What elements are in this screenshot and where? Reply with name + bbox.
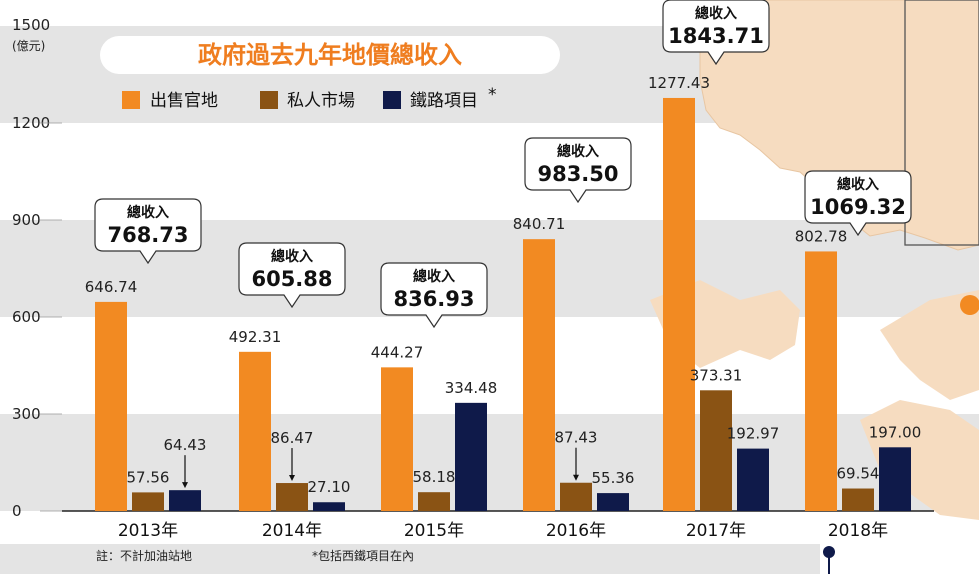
legend-swatch-land-sale [122,91,140,109]
value-label-0-5: 802.78 [795,227,848,245]
bar-2-2 [455,402,487,511]
callout-total-label: 總收入 [695,5,737,22]
value-label-1-2: 58.18 [413,468,456,486]
callout-total-label: 總收入 [837,176,879,193]
bar-2-3 [597,493,629,511]
bar-0-5 [805,251,837,512]
legend-label-land-sale: 出售官地 [150,91,218,111]
category-label: 2015年 [404,521,464,541]
callout-box [524,137,632,204]
y-axis-top-value: 1500 [12,16,50,34]
pointer-arrow [289,475,295,482]
bar-1-3 [560,482,592,511]
y-axis-unit: (億元) [12,39,45,53]
value-label-2-1: 27.10 [308,478,351,496]
bar-1-4 [700,390,732,511]
value-label-1-0: 57.56 [127,468,170,486]
value-labels: 646.74 57.56 64.43 492.31 86.47 27.10 444.27 58… [85,74,922,496]
value-label-0-3: 840.71 [513,215,566,233]
bar-2-1 [313,502,345,511]
bar-0-3 [523,239,555,511]
value-label-1-4: 373.31 [690,366,743,384]
callout-total-label: 總收入 [127,204,169,221]
category-label: 2016年 [546,521,606,541]
value-label-1-1: 86.47 [271,429,314,447]
legend-label-private-market: 私人市場 [287,91,355,111]
legend-swatch-private-market [260,91,278,109]
category-label: 2017年 [686,521,746,541]
bar-2-4 [737,448,769,511]
value-label-0-2: 444.27 [371,343,424,361]
chart-title-box: 政府過去九年地價總收入 [100,36,560,74]
legend-swatch-railway [383,91,401,109]
value-label-2-0: 64.43 [164,436,207,454]
pointer-arrow [182,482,188,489]
legend-label-railway: 鐵路項目 [410,91,478,111]
bar-1-5 [842,488,874,511]
legend: 出售官地 私人市場 鐵路項目 * [122,85,497,111]
callout-total-label: 總收入 [557,143,599,160]
y-axis: 0 300 600 900 1200 [12,114,62,520]
bar-2-0 [169,490,201,511]
value-label-2-2: 334.48 [445,379,498,397]
y-tick-label: 900 [12,211,41,229]
bar-1-0 [132,492,164,511]
callout-box [380,262,488,329]
value-label-0-0: 646.74 [85,278,138,296]
value-label-2-4: 192.97 [727,425,780,443]
y-tick-label: 300 [12,405,41,423]
bar-0-2 [381,367,413,511]
bar-2-5 [879,447,911,511]
callout-total-label: 總收入 [413,268,455,285]
bar-1-1 [276,483,308,511]
callout-total-label: 總收入 [271,248,313,265]
category-label: 2013年 [118,521,178,541]
callout-total-value: 836.93 [393,287,474,311]
callout-total-value: 983.50 [537,162,618,186]
callout-total-value: 1843.71 [668,24,764,48]
callout-box [238,242,346,309]
footer-band [0,544,820,574]
value-label-0-4: 1277.43 [648,74,710,92]
callout-box [94,198,202,265]
bars [95,97,911,512]
chart-title: 政府過去九年地價總收入 [198,41,462,69]
callout-box [804,170,912,237]
callout-box [662,0,770,66]
callout-total-value: 605.88 [251,267,332,291]
category-labels: 2013年 2014年 2015年 2016年 2017年 2018年 [118,521,888,541]
callout-total-value: 768.73 [107,223,188,247]
bar-0-1 [239,351,271,511]
y-tick-label: 1200 [12,114,50,132]
bar-0-0 [95,301,127,511]
pointer-arrow [573,474,579,481]
value-label-0-1: 492.31 [229,328,282,346]
y-tick-label: 0 [12,502,22,520]
callout-total-value: 1069.32 [810,195,906,219]
y-tick-label: 600 [12,308,41,326]
value-label-2-3: 55.36 [592,469,635,487]
footnote-west-rail: *包括西鐵項目在內 [312,548,414,563]
category-label: 2018年 [828,521,888,541]
legend-asterisk: * [488,85,497,105]
value-label-2-5: 197.00 [869,423,922,441]
category-label: 2014年 [262,521,322,541]
value-label-1-5: 69.54 [837,465,880,483]
value-label-1-3: 87.43 [555,429,598,447]
total-callouts: 總收入 768.73 總收入 605.88 總收入 836.93 總收入 983.50 總收入 1… [94,0,912,329]
bar-1-2 [418,492,450,511]
footnote-gas-station: 註：不計加油站地 [96,548,192,563]
bar-0-4 [663,97,695,512]
